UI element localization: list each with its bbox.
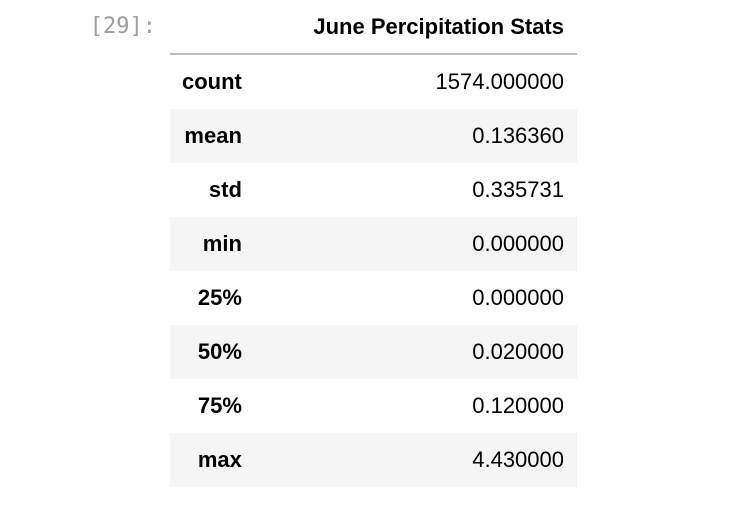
table-row: min 0.000000 (170, 217, 577, 271)
table-row: mean 0.136360 (170, 109, 577, 163)
row-label: 50% (197, 339, 242, 364)
row-label: 25% (197, 285, 242, 310)
row-label: 75% (197, 393, 242, 418)
row-label: min (202, 231, 242, 256)
table-row: 50% 0.020000 (170, 325, 577, 379)
row-value: 0.000000 (472, 285, 564, 310)
row-value: 0.000000 (472, 231, 564, 256)
row-value: 4.430000 (472, 447, 564, 472)
table-row: 25% 0.000000 (170, 271, 577, 325)
table-row: max 4.430000 (170, 433, 577, 487)
column-header: June Percipitation Stats (254, 0, 577, 55)
row-value: 0.020000 (472, 339, 564, 364)
index-header (170, 0, 255, 55)
row-value: 0.120000 (472, 393, 564, 418)
row-value: 1574.000000 (435, 69, 564, 94)
table-row: std 0.335731 (170, 163, 577, 217)
table-row: 75% 0.120000 (170, 379, 577, 433)
row-label: std (208, 177, 242, 202)
table-row: count 1574.000000 (170, 54, 577, 109)
table-header-row: June Percipitation Stats (170, 0, 577, 55)
execution-count-prompt: [29]: (89, 14, 156, 39)
row-value: 0.335731 (472, 177, 564, 202)
row-label: count (182, 69, 242, 94)
row-label: max (197, 447, 242, 472)
row-label: mean (184, 123, 242, 148)
dataframe-table: June Percipitation Stats count 1574.0000… (170, 0, 577, 487)
row-value: 0.136360 (472, 123, 564, 148)
cell-output: June Percipitation Stats count 1574.0000… (170, 0, 577, 487)
